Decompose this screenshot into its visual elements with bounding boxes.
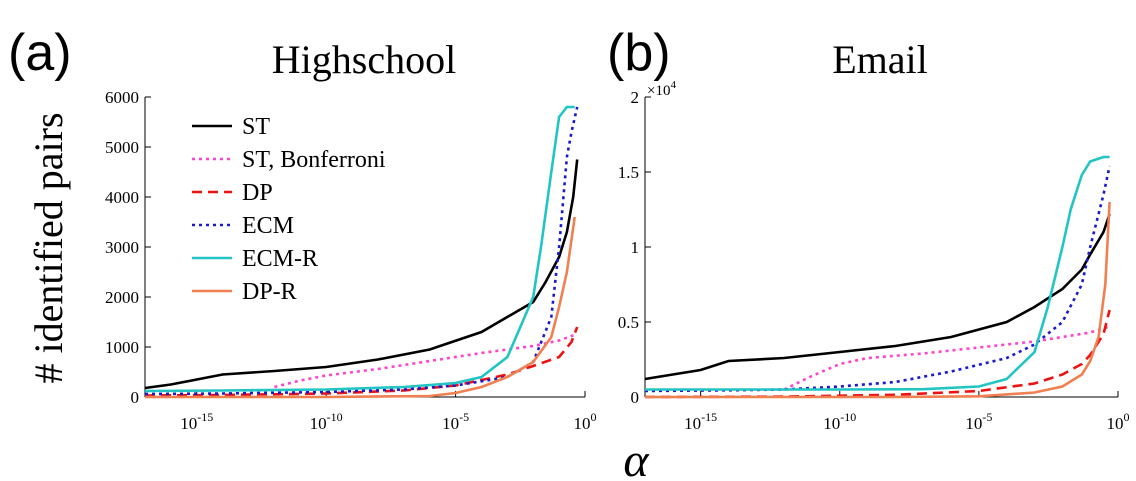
x-tick-label: 10-5 [965, 410, 992, 433]
y-tick-label: 5000 [105, 138, 139, 157]
legend-label: DP [242, 180, 273, 206]
x-axis-label: α [623, 434, 649, 481]
series-line-ecm-r [144, 105, 575, 393]
y-tick-label: 4000 [105, 188, 139, 207]
series-line-ecm [644, 165, 1111, 393]
x-tick-label: 10-5 [442, 410, 469, 433]
series-line-st [144, 159, 579, 390]
panel-letter: (a) [8, 24, 72, 82]
legend-label: DP-R [242, 279, 297, 305]
panel-email: (b) Email 0 0.5 1 1.5 2 10-15 10-10 10-5 100 ×104 [607, 24, 1130, 433]
x-tick-label: 10-10 [823, 410, 856, 433]
legend: ST ST, Bonferroni DP ECM ECM-R DP-R [192, 114, 386, 305]
y-tick-label: 2 [631, 88, 640, 107]
legend-label: ST [242, 114, 270, 140]
y-tick-label: 6000 [105, 88, 139, 107]
legend-label: ST, Bonferroni [242, 147, 386, 173]
panel-highschool: (a) Highschool 0 1000 2000 3000 4000 5000 6000 10… [8, 24, 597, 433]
y-tick-label: 2000 [105, 288, 139, 307]
x-tick-label: 100 [574, 410, 597, 433]
y-axis-label: # identified pairs [26, 112, 71, 383]
legend-label: ECM-R [242, 246, 318, 272]
series-line-st [644, 213, 1111, 381]
y-tick-label: 0 [631, 388, 640, 407]
y-exponent-label: ×104 [647, 79, 676, 99]
y-tick-label: 0 [131, 388, 140, 407]
series-line-dp-r [145, 216, 576, 399]
series-line-ecm-r [645, 155, 1110, 391]
panel-title: Email [832, 37, 928, 82]
series-line-dp-r [645, 201, 1111, 399]
y-tick-label: 3000 [105, 238, 139, 257]
y-tick-label: 0.5 [618, 313, 639, 332]
y-tick-label: 1.5 [618, 163, 639, 182]
series-line-st-bonferroni [783, 325, 1110, 391]
y-tick-label: 1000 [105, 338, 139, 357]
panel-title: Highschool [272, 37, 456, 82]
series-line-st-bonferroni [274, 332, 578, 389]
panel-letter: (b) [607, 24, 671, 82]
x-tick-label: 10-15 [180, 410, 213, 433]
y-tick-label: 1 [631, 238, 640, 257]
x-tick-label: 10-15 [684, 410, 717, 433]
x-tick-label: 10-10 [310, 410, 343, 433]
x-tick-label: 100 [1107, 410, 1130, 433]
legend-label: ECM [242, 213, 294, 239]
